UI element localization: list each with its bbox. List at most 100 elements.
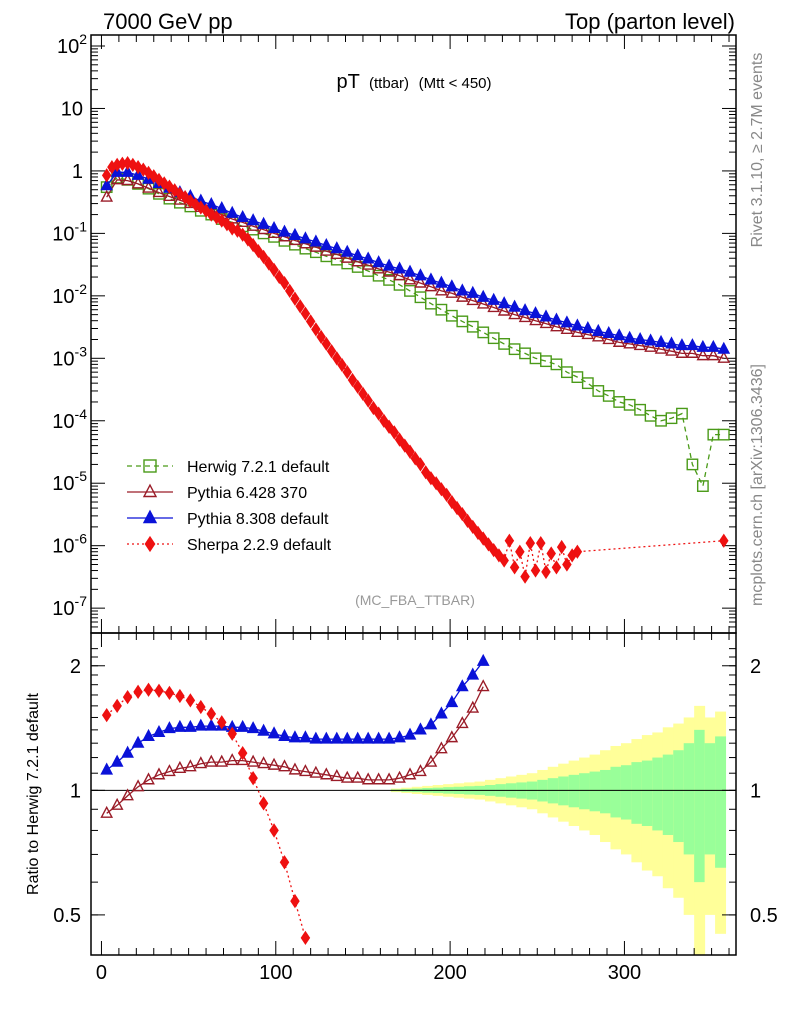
ratio-point-pythia8 (236, 719, 250, 732)
main-point-pythia8 (623, 330, 637, 343)
main-series-herwig (100, 171, 730, 492)
main-point-sherpa (222, 217, 232, 232)
main-point-pythia6 (675, 345, 689, 358)
band-green (589, 771, 601, 812)
main-point-pythia8 (529, 306, 542, 319)
main-point-pythia8 (236, 209, 250, 223)
main-line-herwig (106, 176, 724, 489)
ratio-point-pythia6 (455, 716, 469, 729)
header-right: Top (parton level) (565, 9, 735, 34)
main-point-sherpa (321, 336, 332, 352)
main-point-pythia6 (393, 268, 406, 281)
ratio-point-pythia6 (299, 764, 312, 777)
main-point-herwig (717, 428, 730, 441)
ratio-point-pythia8 (142, 728, 155, 741)
main-point-sherpa (431, 476, 441, 491)
main-point-pythia6 (142, 180, 155, 193)
ratio-panel: 0.5 0.5 1 1 2 2 0 100 200 300 Ratio to Herwig 7.2… (25, 632, 778, 984)
ratio-point-pythia6 (476, 679, 490, 692)
main-point-sherpa (389, 425, 400, 440)
ratio-frame (90, 632, 737, 956)
band-green (600, 769, 611, 814)
ratio-point-pythia6 (393, 770, 406, 783)
main-point-sherpa (509, 560, 520, 575)
main-point-herwig (508, 343, 521, 356)
rivet-version-label: Rivet 3.1.10, ≥ 2.7M events (749, 53, 766, 248)
main-point-herwig (644, 409, 657, 422)
ratio-point-pythia6 (288, 762, 302, 775)
main-point-sherpa (410, 451, 421, 466)
ratio-point-pythia8 (100, 762, 114, 775)
ratio-point-pythia8 (466, 667, 480, 680)
y-tick-label: 10-4 (52, 406, 87, 433)
main-point-herwig (477, 326, 490, 339)
ratio-point-pythia6 (194, 756, 208, 769)
band-green (694, 729, 706, 883)
band-green (620, 765, 632, 820)
main-point-pythia6 (414, 275, 427, 288)
band-green (641, 760, 653, 826)
analysis-label: (MC_FBA_TTBAR) (355, 592, 475, 608)
ratio-point-pythia8 (351, 731, 365, 744)
main-point-pythia6 (665, 343, 678, 356)
band-green (704, 743, 716, 855)
main-point-sherpa (185, 193, 196, 209)
band-green (568, 774, 580, 808)
ratio-point-pythia6 (131, 779, 145, 792)
ratio-point-pythia8 (414, 722, 427, 735)
ratio-point-sherpa (133, 684, 143, 699)
main-series-sherpa (101, 156, 729, 584)
ratio-point-pythia8 (435, 706, 448, 719)
ratio-point-pythia6 (173, 760, 187, 773)
main-point-pythia8 (435, 275, 448, 288)
y-tick-label: 10-2 (52, 281, 87, 308)
band-green (715, 736, 727, 868)
ratio-point-pythia6 (340, 770, 354, 783)
ratio-point-pythia6 (100, 805, 114, 818)
band-green (662, 754, 674, 835)
main-point-sherpa (415, 457, 426, 472)
main-point-sherpa (452, 500, 462, 516)
ratio-point-pythia6 (414, 764, 427, 777)
main-point-pythia8 (330, 241, 344, 254)
ratio-point-pythia6 (319, 767, 333, 780)
main-point-sherpa (206, 207, 217, 222)
main-point-pythia6 (497, 303, 511, 316)
main-point-sherpa (379, 413, 389, 428)
ratio-point-pythia6 (330, 769, 344, 782)
main-point-pythia8 (455, 283, 469, 296)
ratio-point-pythia6 (184, 759, 197, 772)
main-point-sherpa (143, 165, 154, 181)
band-green (673, 750, 685, 843)
y-tick-label: 10-3 (52, 343, 87, 370)
ratio-line-sherpa (106, 689, 307, 939)
y-tick-label: 10-5 (52, 468, 87, 495)
main-point-sherpa (447, 494, 457, 510)
main-point-pythia6 (372, 261, 385, 274)
main-point-pythia6 (581, 327, 595, 340)
main-point-sherpa (719, 533, 729, 548)
main-point-sherpa (253, 243, 264, 259)
header-left: 7000 GeV pp (103, 9, 233, 34)
main-point-pythia8 (309, 234, 323, 247)
main-point-sherpa (316, 329, 326, 345)
main-point-sherpa (148, 169, 159, 184)
main-point-sherpa (101, 168, 112, 183)
x-tick-label: 100 (259, 962, 292, 984)
ratio-point-pythia8 (372, 731, 385, 744)
main-point-herwig (414, 291, 427, 304)
main-point-sherpa (300, 306, 311, 321)
ratio-point-pythia8 (330, 731, 344, 744)
band-green (610, 766, 622, 818)
ratio-point-pythia8 (194, 718, 208, 731)
main-point-sherpa (394, 432, 405, 447)
main-point-sherpa (269, 262, 279, 278)
ratio-point-pythia6 (278, 759, 291, 772)
ratio-point-pythia8 (257, 723, 270, 736)
main-point-herwig (686, 458, 699, 471)
main-point-herwig (571, 371, 584, 384)
ratio-point-pythia8 (455, 679, 469, 692)
y-tick-label: 1 (72, 161, 83, 183)
main-point-pythia8 (602, 325, 616, 339)
